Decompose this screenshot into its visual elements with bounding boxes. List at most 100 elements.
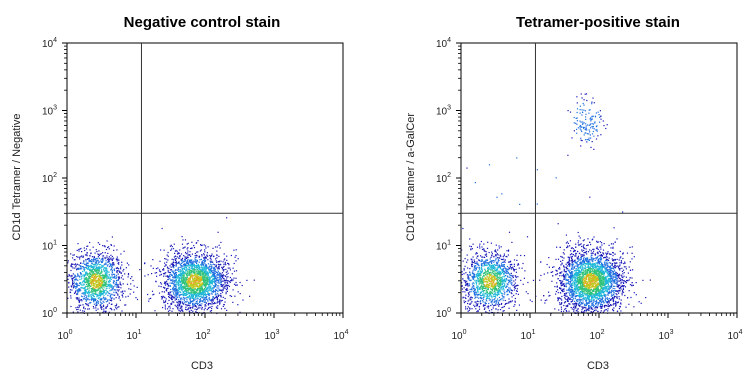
event-point [108,292,110,294]
event-point [182,280,184,282]
event-point [95,258,97,260]
event-point [189,264,191,266]
event-point [85,296,88,298]
event-point [201,255,203,257]
event-point [485,259,487,261]
event-point [194,256,196,259]
event-point [467,259,469,261]
event-point [97,297,99,300]
event-point [188,284,190,286]
event-point [508,291,511,293]
event-point [105,248,108,251]
event-point [87,282,89,285]
event-point [92,293,94,295]
event-point [204,307,206,309]
event-point [95,301,97,303]
event-point [494,288,496,290]
event-point [91,280,93,282]
event-point [518,267,520,269]
event-point [176,296,178,298]
event-point [168,293,170,295]
event-point [190,293,192,295]
event-point [471,308,473,310]
event-point [196,262,198,264]
event-point [198,284,201,286]
event-point [98,282,100,285]
event-point [205,280,207,282]
event-point [482,274,485,276]
event-point [514,286,516,288]
event-point [96,269,99,271]
event-point [88,273,90,275]
event-point [76,298,78,300]
event-point [114,283,116,286]
event-point [110,294,112,296]
event-point [226,281,228,283]
event-point [90,271,92,273]
event-point [115,258,118,260]
event-point [99,291,102,293]
event-point [120,272,122,274]
event-point [213,269,215,271]
event-point [508,231,511,233]
event-point [500,303,502,305]
event-point [164,273,166,275]
event-point [183,282,185,284]
event-point [493,273,495,275]
event-point [130,288,132,290]
event-point [170,294,172,296]
event-point [102,245,104,247]
event-point [96,267,98,269]
event-point [499,298,502,300]
event-point [497,279,499,281]
event-point [491,302,493,304]
event-point [505,255,507,258]
event-point [523,277,525,279]
event-point [497,271,499,273]
event-point [96,289,98,292]
event-point [225,289,228,291]
event-point [212,261,214,263]
event-point [215,306,218,308]
event-point [169,274,171,276]
event-point [513,305,515,307]
event-point [96,304,98,306]
event-point [473,269,475,271]
event-point [504,278,506,280]
event-point [493,274,496,276]
event-point [171,246,173,248]
event-point [187,258,189,260]
event-point [105,262,107,264]
event-point [85,300,87,302]
event-point [88,280,90,282]
event-point [110,257,112,259]
event-point [183,291,185,293]
event-point [493,255,495,257]
event-point [477,286,479,288]
event-point [503,255,505,257]
event-point [473,268,475,270]
event-point [92,289,94,291]
event-point [472,256,474,258]
event-point [204,285,206,287]
event-point [92,284,94,286]
event-point [205,293,208,296]
event-point [189,282,191,284]
event-point [226,259,228,261]
event-point [181,306,183,308]
event-point [503,260,505,262]
event-point [486,276,488,278]
event-point [223,270,225,272]
event-point [505,269,507,271]
event-point [186,256,188,258]
event-point [228,285,230,287]
event-point [173,264,175,266]
event-point [102,292,104,294]
event-point [212,275,215,277]
event-point [475,303,477,305]
event-point [95,282,97,284]
event-point [100,290,102,292]
event-point [84,290,86,292]
event-point [95,264,97,266]
event-point [217,263,219,265]
